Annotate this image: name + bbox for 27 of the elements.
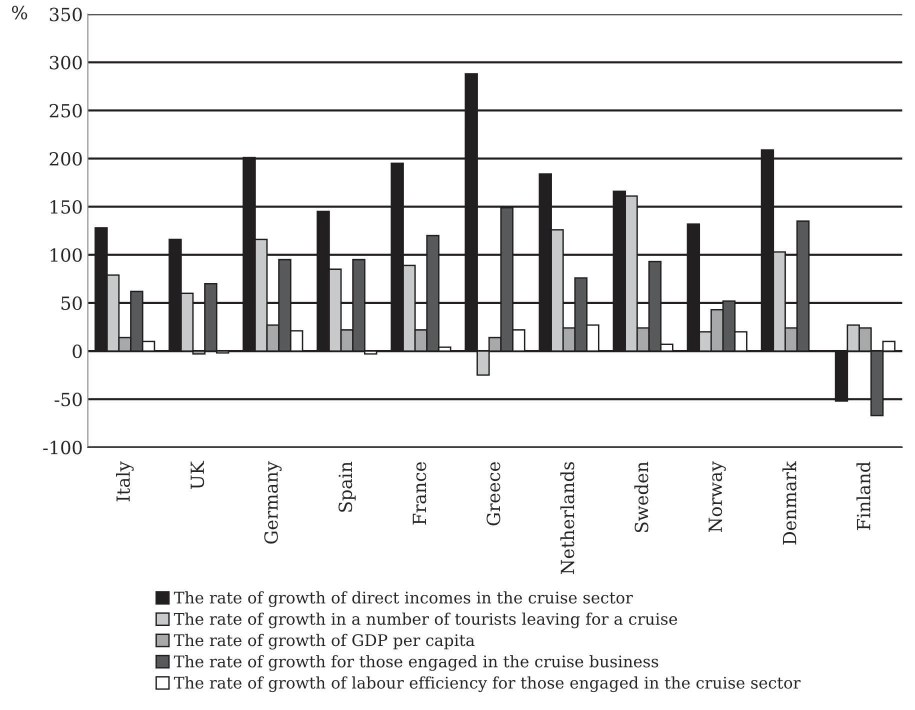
- legend-label: The rate of growth for those engaged in the cruise business: [174, 655, 658, 671]
- x-tick-label: Italy: [116, 461, 134, 502]
- x-tick-label: Norway: [708, 461, 726, 532]
- legend-label: The rate of growth of GDP per capita: [174, 634, 475, 650]
- x-tick-label: Greece: [486, 462, 500, 526]
- y-axis-title: %: [12, 6, 28, 20]
- y-tick-label: 150: [50, 200, 82, 214]
- x-tick-label: UK: [190, 460, 204, 490]
- y-tick-label: 50: [62, 296, 82, 310]
- legend-label: The rate of growth of direct incomes in the cruise sector: [174, 591, 633, 607]
- x-tick-label: Spain: [338, 462, 356, 512]
- legend-label: The rate of growth of labour efficiency for those engaged in the cruise sector: [174, 676, 801, 692]
- x-tick-label: Netherlands: [560, 462, 574, 574]
- x-tick-label: Sweden: [634, 462, 648, 532]
- y-tick-label: 100: [50, 248, 82, 262]
- x-tick-label: France: [412, 462, 426, 525]
- y-tick-label: 0: [72, 344, 82, 358]
- y-tick-label: 200: [50, 152, 82, 166]
- y-tick-label: 300: [50, 56, 82, 70]
- y-tick-label: -50: [54, 392, 82, 406]
- legend-label: The rate of growth in a number of tourists leaving for a cruise: [174, 612, 678, 628]
- y-tick-label: 250: [50, 104, 82, 118]
- y-tick-label: 350: [50, 8, 82, 22]
- x-tick-label: Denmark: [782, 461, 796, 544]
- x-tick-label: Finland: [856, 462, 870, 530]
- y-tick-label: -100: [43, 440, 82, 454]
- x-tick-label: Germany: [264, 461, 282, 544]
